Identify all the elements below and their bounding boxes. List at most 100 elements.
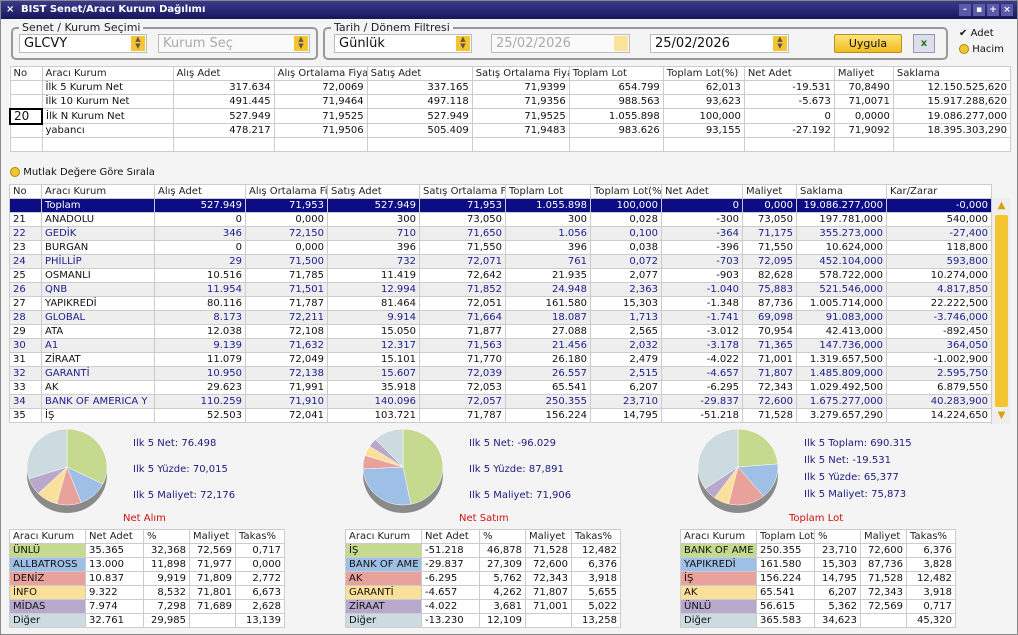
table-row[interactable]: BANK OF AME 250.355 23,710 72,600 6,376 <box>680 543 956 558</box>
table-row[interactable]: 21 ANADOLU 0 0,000 300 73,050 300 0,028 -300 73,0… <box>9 212 992 227</box>
close-button[interactable]: × <box>1001 4 1013 16</box>
maximize-button[interactable]: + <box>987 4 999 16</box>
apply-button[interactable]: Uygula <box>834 34 902 53</box>
table-row[interactable]: ALLBATROSS 13.000 11,898 71,977 0,000 <box>9 557 285 572</box>
table-row[interactable]: 35 İŞ 52.503 72,041 103.721 71,787 156.224 14,7… <box>9 408 992 423</box>
table-row[interactable]: yabancı 478.217 71,9506 505.409 71,9483 983.6… <box>9 123 1012 138</box>
table-row[interactable]: 23 BURGAN 0 0,000 396 71,550 396 0,038 -396 71,55… <box>9 240 992 255</box>
column-header[interactable]: % <box>814 529 861 544</box>
column-header[interactable]: Toplam Lot(% <box>590 184 662 199</box>
period-select[interactable]: Günlük ▲ ▼ <box>334 34 472 53</box>
total-row[interactable]: Toplam 527.949 71,953 527.949 71,953 1.055.89… <box>9 198 992 213</box>
column-header[interactable]: Maliyet <box>189 529 236 544</box>
column-header[interactable]: Net Adet <box>421 529 480 544</box>
column-header[interactable]: No <box>9 184 42 199</box>
table-row[interactable]: 34 BANK OF AMERICA Y 110.259 71,910 140.096 7… <box>9 394 992 409</box>
table-row[interactable]: ZİRAAT -4.022 3,681 71,001 5,022 <box>345 599 621 614</box>
table-row[interactable]: 31 ZİRAAT 11.079 72,049 15.101 71,770 26.180 2,… <box>9 352 992 367</box>
cell: -1.040 <box>661 282 743 297</box>
column-header[interactable]: Satış Adet <box>327 184 420 199</box>
table-row[interactable]: İlk 5 Kurum Net 317.634 72,0069 337.165 71,9… <box>9 80 1012 95</box>
table-row[interactable]: 26 QNB 11.954 71,501 12.994 71,852 24.948 2,363… <box>9 282 992 297</box>
table-row[interactable]: İNFO 9.322 8,532 71,801 6,673 <box>9 585 285 600</box>
column-header[interactable]: Aracı Kurum <box>9 529 86 544</box>
table-row[interactable]: 27 YAPIKREDİ 80.116 71,787 81.464 72,051 161.5… <box>9 296 992 311</box>
column-header[interactable]: Takas% <box>571 529 621 544</box>
close-icon[interactable]: × <box>6 4 15 15</box>
cell: 9.139 <box>154 338 246 353</box>
table-row[interactable]: İŞ -51.218 46,878 71,528 12,482 <box>345 543 621 558</box>
column-header[interactable]: Aracı Kurum <box>41 184 155 199</box>
column-header[interactable]: Aracı Kurum <box>41 66 174 81</box>
table-row[interactable]: AK 65.541 6,207 72,343 3,918 <box>680 585 956 600</box>
column-header[interactable]: Maliyet <box>742 184 797 199</box>
table-row[interactable]: AK -6.295 5,762 72,343 3,918 <box>345 571 621 586</box>
table-row[interactable]: 29 ATA 12.038 72,108 15.050 71,877 27.088 2,565… <box>9 324 992 339</box>
kurum-select[interactable]: Kurum Seç ▲ ▼ <box>158 34 310 53</box>
column-header[interactable]: % <box>479 529 526 544</box>
column-header[interactable]: Saklama <box>796 184 887 199</box>
scroll-up-icon[interactable]: ▲ <box>997 200 1006 211</box>
table-row[interactable]: GARANTİ -4.657 4,262 71,807 5,655 <box>345 585 621 600</box>
column-header[interactable]: Takas% <box>906 529 956 544</box>
scrollbar[interactable]: ▲ ▼ <box>991 198 1010 424</box>
column-header[interactable]: Satış Adet <box>366 66 473 81</box>
column-header[interactable]: Toplam Lot <box>568 66 664 81</box>
column-header[interactable]: No <box>9 66 43 81</box>
column-header[interactable]: Alış Ortalama Fiy <box>245 184 328 199</box>
column-header[interactable]: Saklama <box>892 66 1012 81</box>
table-row[interactable]: ÜNLÜ 35.365 32,368 72,569 0,717 <box>9 543 285 558</box>
column-header[interactable]: Alış Adet <box>172 66 275 81</box>
panel-table: Aracı Kurum Toplam Lot% Maliyet Takas% BANK … <box>680 529 956 628</box>
scroll-down-icon[interactable]: ▼ <box>997 410 1006 421</box>
restore-button[interactable]: ▪ <box>973 4 985 16</box>
table-row[interactable]: 20 İlk N Kurum Net 527.949 71,9525 527.949 71… <box>8 107 1012 125</box>
cell: 452.104,000 <box>796 254 887 269</box>
table-row[interactable]: 30 A1 9.139 71,632 12.317 71,563 21.456 2,032 -3… <box>9 338 992 353</box>
table-row[interactable]: 32 GARANTİ 10.950 72,138 15.607 72,039 26.557 2… <box>9 366 992 381</box>
column-header[interactable]: Net Adet <box>85 529 144 544</box>
minimize-button[interactable]: - <box>959 4 971 16</box>
column-header[interactable]: % <box>143 529 190 544</box>
table-row[interactable]: BANK OF AME -29.837 27,309 72,600 6,376 <box>345 557 621 572</box>
cell: 72,049 <box>245 352 328 367</box>
column-header[interactable]: Net Adet <box>743 66 835 81</box>
column-header[interactable]: Takas% <box>235 529 285 544</box>
table-row[interactable]: 33 AK 29.623 71,991 35.918 72,053 65.541 6,207-… <box>9 380 992 395</box>
table-row[interactable]: 25 OSMANLI 10.516 71,785 11.419 72,642 21.935 2… <box>9 268 992 283</box>
hacim-radio[interactable]: Hacim <box>959 43 1004 56</box>
column-header[interactable]: Satış Ortalama Fiyat <box>471 66 570 81</box>
table-row[interactable]: İŞ 156.224 14,795 71,528 12,482 <box>680 571 956 586</box>
stock-select[interactable]: GLCVY ▲ ▼ <box>19 34 147 53</box>
table-row[interactable]: Diğer 32.761 29,985 13,139 <box>9 613 285 628</box>
column-header[interactable]: Kar/Zarar <box>886 184 992 199</box>
scroll-thumb[interactable] <box>995 215 1008 407</box>
sort-absolute-radio[interactable]: Mutlak Değere Göre Sırala <box>10 166 155 179</box>
column-header[interactable]: Net Adet <box>661 184 743 199</box>
column-header[interactable]: Maliyet <box>833 66 894 81</box>
table-row[interactable]: YAPIKREDİ 161.580 15,303 87,736 3,828 <box>680 557 956 572</box>
cell <box>860 613 907 628</box>
table-row[interactable]: Diğer 365.583 34,623 45,320 <box>680 613 956 628</box>
column-header[interactable]: Satış Ortalama Fi <box>419 184 506 199</box>
table-row[interactable]: MİDAS 7.974 7,298 71,689 2,628 <box>9 599 285 614</box>
column-header[interactable]: Toplam Lot <box>756 529 815 544</box>
column-header[interactable]: Toplam Lot(%) <box>662 66 745 81</box>
table-row[interactable]: 22 GEDİK 346 72,150 710 71,650 1.056 0,100 -364 7… <box>9 226 992 241</box>
table-row[interactable]: İlk 10 Kurum Net 491.445 71,9464 497.118 71,… <box>9 94 1012 109</box>
table-row[interactable]: 24 PHİLLİP 29 71,500 732 72,071 761 0,072 -703 72… <box>9 254 992 269</box>
column-header[interactable]: Aracı Kurum <box>680 529 757 544</box>
adet-checkbox[interactable]: ✔ Adet <box>959 27 994 40</box>
excel-export-button[interactable]: x <box>913 34 935 53</box>
column-header[interactable]: Alış Adet <box>154 184 246 199</box>
table-row[interactable]: Diğer -13.230 12,109 13,258 <box>345 613 621 628</box>
table-row[interactable]: 28 GLOBAL 8.173 72,211 9.914 71,664 18.087 1,71… <box>9 310 992 325</box>
table-row[interactable]: DENİZ 10.837 9,919 71,809 2,772 <box>9 571 285 586</box>
column-header[interactable]: Maliyet <box>860 529 907 544</box>
end-date-field[interactable]: 25/02/2026 ▲ ▼ <box>650 34 789 53</box>
table-row[interactable]: ÜNLÜ 56.615 5,362 72,569 0,717 <box>680 599 956 614</box>
column-header[interactable]: Aracı Kurum <box>345 529 422 544</box>
column-header[interactable]: Toplam Lot <box>505 184 591 199</box>
column-header[interactable]: Alış Ortalama Fiyat <box>273 66 368 81</box>
column-header[interactable]: Maliyet <box>525 529 572 544</box>
